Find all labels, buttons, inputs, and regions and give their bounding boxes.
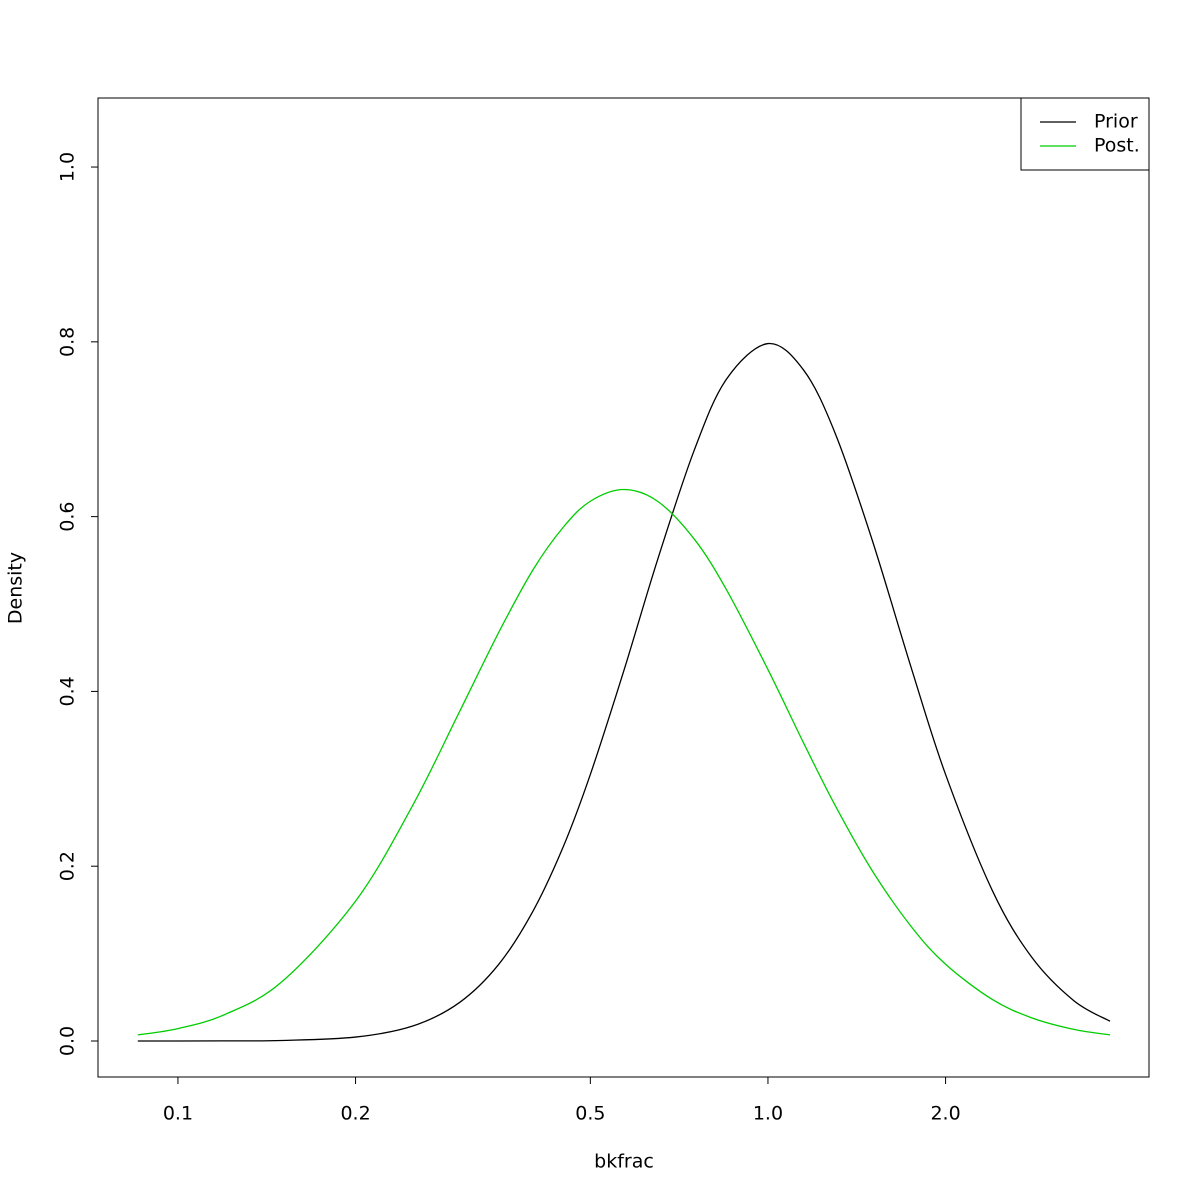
x-tick-label: 2.0 — [930, 1103, 960, 1125]
y-axis-label: Density — [5, 552, 27, 624]
y-tick-label: 0.0 — [57, 1026, 79, 1056]
legend-label: Prior — [1094, 111, 1138, 133]
y-tick-label: 0.2 — [57, 851, 79, 881]
y-tick-label: 0.6 — [57, 502, 79, 532]
x-tick-label: 0.2 — [340, 1103, 370, 1125]
x-axis-label: bkfrac — [594, 1151, 654, 1173]
legend-box — [1020, 97, 1150, 171]
x-tick-label: 1.0 — [753, 1103, 783, 1125]
legend-label: Post. — [1094, 135, 1140, 157]
y-tick-label: 1.0 — [57, 152, 79, 182]
series-line — [137, 488, 1111, 1036]
y-tick-label: 0.8 — [57, 327, 79, 357]
y-tick-label: 0.4 — [57, 676, 79, 706]
series-line — [137, 342, 1111, 1042]
x-tick-label: 0.1 — [163, 1103, 193, 1125]
plot-frame — [97, 97, 1150, 1078]
x-tick-label: 0.5 — [575, 1103, 605, 1125]
